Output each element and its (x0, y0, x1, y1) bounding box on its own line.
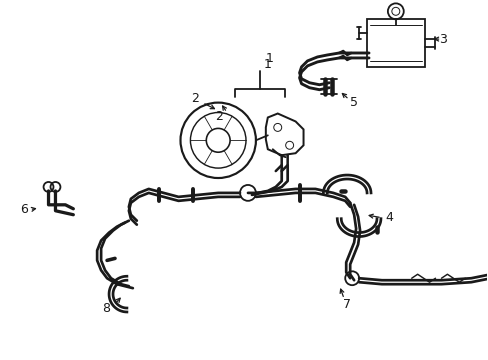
Text: 1: 1 (264, 58, 271, 71)
Text: 3: 3 (439, 33, 447, 46)
Text: 2: 2 (215, 110, 223, 123)
Text: 6: 6 (20, 203, 28, 216)
Text: 4: 4 (384, 211, 392, 224)
Text: 8: 8 (102, 302, 110, 315)
Text: 1: 1 (265, 53, 273, 66)
Text: 7: 7 (343, 297, 350, 311)
Bar (366, 19, 424, 67)
Text: 5: 5 (349, 96, 357, 109)
Text: 2: 2 (191, 92, 199, 105)
